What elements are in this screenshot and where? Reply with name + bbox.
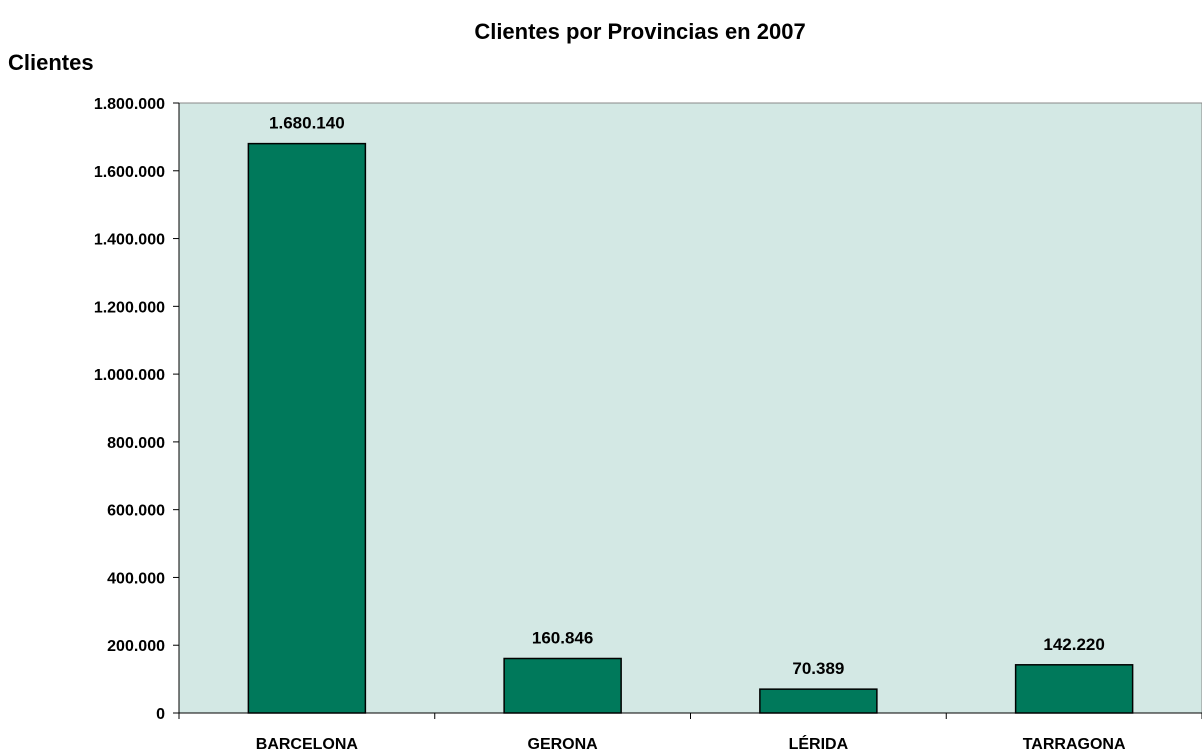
y-axis-ticks: 0 200.000 400.000 600.000 800.000 1.000.000 1.… [94, 96, 179, 723]
category-label: TARRAGONA [1023, 736, 1126, 749]
y-tick-label: 600.000 [107, 503, 165, 520]
chart-title: Clientes por Provincias en 2007 [474, 19, 805, 44]
bar-lérida [759, 688, 878, 714]
category-label: GERONA [528, 736, 599, 749]
x-axis-categories: BARCELONA GERONA LÉRIDA TARRAGONA [256, 734, 1126, 749]
data-label: 70.389 [792, 659, 844, 678]
data-label: 160.846 [532, 628, 593, 647]
y-tick-label: 200.000 [107, 638, 165, 655]
y-tick-label: 800.000 [107, 435, 165, 452]
bar-tarragona [1014, 664, 1134, 714]
y-tick-label: 400.000 [107, 570, 165, 587]
y-tick-label: 0 [156, 706, 165, 723]
bar-gerona [503, 657, 622, 714]
data-label: 142.220 [1043, 635, 1104, 654]
y-tick-label: 1.000.000 [94, 367, 165, 384]
y-axis-title: Clientes [8, 50, 94, 75]
category-label: LÉRIDA [789, 734, 849, 749]
bar-barcelona [247, 142, 367, 714]
data-label: 1.680.140 [269, 114, 345, 133]
bars [178, 142, 1202, 719]
y-tick-label: 1.800.000 [94, 96, 165, 113]
category-label: BARCELONA [256, 736, 359, 749]
data-labels: 1.680.140 160.846 70.389 142.220 [269, 114, 1105, 679]
y-tick-label: 1.600.000 [94, 164, 165, 181]
y-tick-label: 1.200.000 [94, 299, 165, 316]
y-tick-label: 1.400.000 [94, 232, 165, 249]
